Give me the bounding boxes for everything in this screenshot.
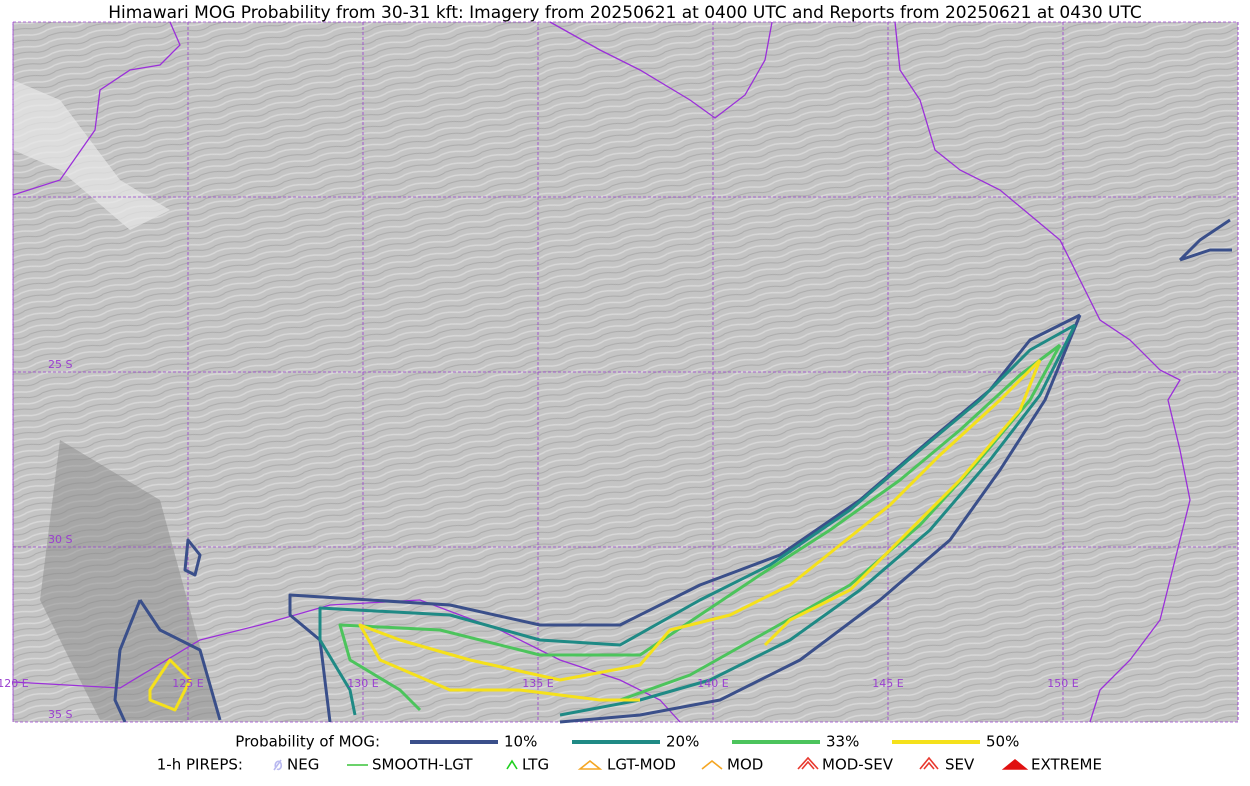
legend-label: SEV — [945, 756, 975, 774]
map: 25 S 30 S 35 S 120 E 125 E 130 E 135 E 140 E 14… — [0, 21, 1239, 724]
legend-label: EXTREME — [1031, 756, 1102, 774]
legend-label: LGT-MOD — [607, 756, 676, 774]
lon-label: 125 E — [172, 677, 203, 690]
probability-contours — [113, 218, 1232, 724]
cloud — [40, 440, 220, 720]
legend-title: 1-h PIREPS: — [157, 756, 243, 774]
legend-label: MOD-SEV — [822, 756, 894, 774]
lat-label: 35 S — [48, 708, 72, 721]
pirep-symbol — [577, 759, 603, 770]
pirep-symbol — [273, 759, 283, 771]
pirep-symbol — [701, 759, 723, 770]
coastline — [12, 21, 1191, 723]
legend-label: 33% — [826, 733, 859, 751]
legend-label: LTG — [522, 756, 549, 774]
legend-label: MOD — [727, 756, 763, 774]
legend-label: SMOOTH-LGT — [372, 756, 473, 774]
legend-label: NEG — [287, 756, 319, 774]
legend-label: 20% — [666, 733, 699, 751]
lon-label: 150 E — [1047, 677, 1078, 690]
title: Himawari MOG Probability from 30-31 kft:… — [108, 3, 1142, 23]
lat-label: 30 S — [48, 533, 72, 546]
lat-labels: 25 S 30 S 35 S — [48, 358, 72, 721]
legend: Probability of MOG: 10% 20% 33% 50% 1-h PIR… — [157, 733, 1102, 774]
pirep-symbol — [797, 756, 819, 770]
legend-title: Probability of MOG: — [235, 733, 380, 751]
lon-label: 135 E — [522, 677, 553, 690]
pirep-symbol — [506, 759, 518, 770]
cloud — [13, 80, 170, 230]
lon-labels: 120 E 125 E 130 E 135 E 140 E 145 E 150 E — [0, 677, 1079, 690]
lat-label: 25 S — [48, 358, 72, 371]
pirep-symbol — [1001, 758, 1029, 770]
legend-label: 50% — [986, 733, 1019, 751]
lon-label: 145 E — [872, 677, 903, 690]
pirep-symbol — [919, 756, 939, 770]
lon-label: 130 E — [347, 677, 378, 690]
lon-label: 140 E — [697, 677, 728, 690]
legend-label: 10% — [504, 733, 537, 751]
lon-label: 120 E — [0, 677, 29, 690]
grid — [12, 21, 1239, 723]
